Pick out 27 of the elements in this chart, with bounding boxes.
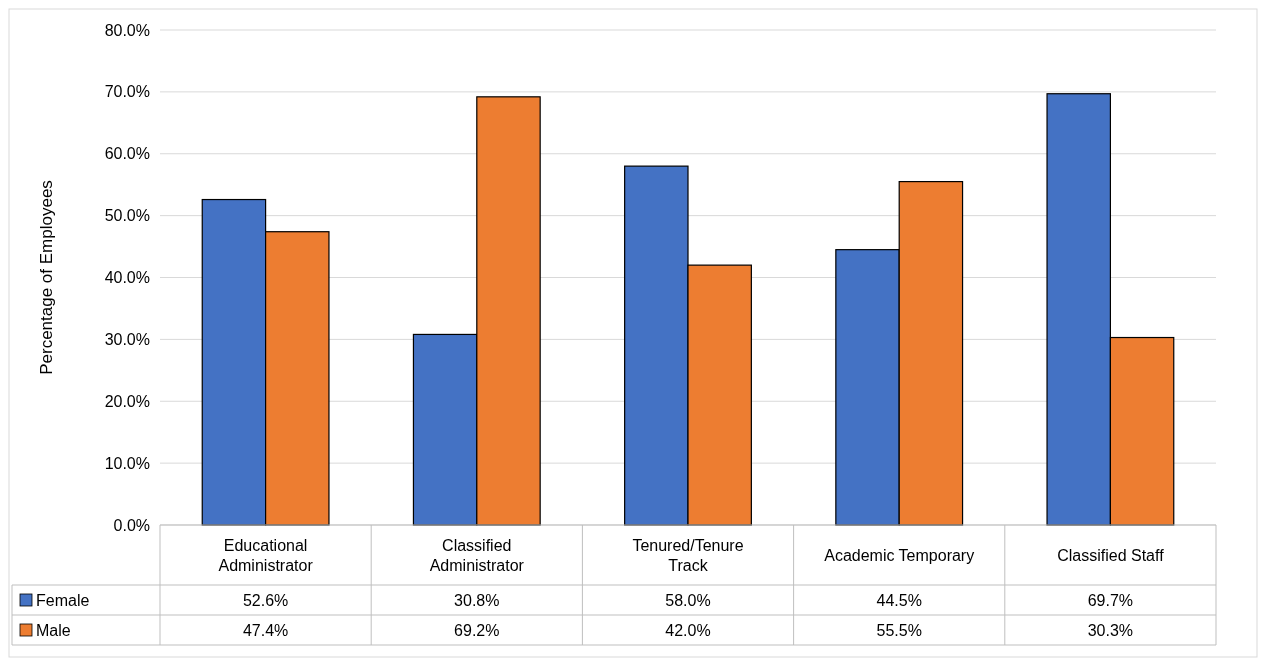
y-tick-label: 50.0% xyxy=(104,207,150,225)
y-tick-label: 70.0% xyxy=(104,83,150,101)
y-axis-title: Percentage of Employees xyxy=(37,180,56,375)
x-tick-label: Educational Administrator xyxy=(218,536,314,574)
data-label: 69.2% xyxy=(454,621,500,639)
x-tick-label: Tenured/Tenure Track xyxy=(632,536,744,574)
data-label: 30.8% xyxy=(454,591,500,609)
data-label: 44.5% xyxy=(876,591,922,609)
x-tick-label: Classified Staff xyxy=(1057,546,1165,564)
data-label: 52.6% xyxy=(242,591,289,609)
y-tick-label: 10.0% xyxy=(104,454,150,472)
y-tick-label: 0.0% xyxy=(113,516,150,534)
legend-label: Male xyxy=(36,621,71,639)
y-tick-label: 40.0% xyxy=(104,269,150,287)
data-label: 69.7% xyxy=(1087,591,1134,609)
legend-label: Female xyxy=(36,591,90,609)
y-tick-label: 80.0% xyxy=(104,21,150,39)
y-tick-label: 60.0% xyxy=(104,145,150,163)
y-tick-label: 20.0% xyxy=(104,392,150,410)
x-tick-label: Academic Temporary xyxy=(824,546,975,564)
y-tick-label: 30.0% xyxy=(104,330,150,348)
data-label: 47.4% xyxy=(242,621,289,639)
data-label: 55.5% xyxy=(876,621,922,639)
data-label: 30.3% xyxy=(1087,621,1134,639)
data-label: 42.0% xyxy=(665,621,711,639)
x-tick-label: Classified Administrator xyxy=(429,536,525,574)
data-label: 58.0% xyxy=(665,591,711,609)
